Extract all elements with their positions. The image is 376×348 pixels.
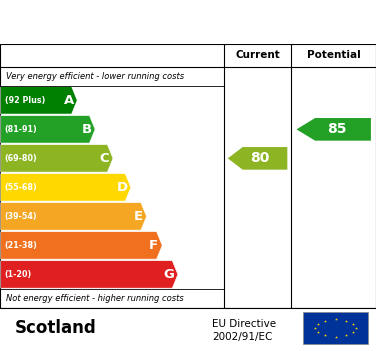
Text: D: D <box>117 181 128 194</box>
Text: Scotland: Scotland <box>15 319 97 337</box>
Text: (69-80): (69-80) <box>5 154 37 163</box>
Polygon shape <box>1 203 147 230</box>
Bar <box>303 312 368 344</box>
Text: 85: 85 <box>327 122 346 136</box>
Polygon shape <box>1 87 77 114</box>
Text: (55-68): (55-68) <box>5 183 37 192</box>
Text: (39-54): (39-54) <box>5 212 37 221</box>
Polygon shape <box>1 116 95 143</box>
Text: Energy Efficiency Rating: Energy Efficiency Rating <box>64 13 312 31</box>
Text: (92 Plus): (92 Plus) <box>5 96 45 105</box>
Text: Very energy efficient - lower running costs: Very energy efficient - lower running co… <box>6 72 184 81</box>
Text: Not energy efficient - higher running costs: Not energy efficient - higher running co… <box>6 294 183 303</box>
Text: A: A <box>64 94 74 107</box>
Text: (81-91): (81-91) <box>5 125 37 134</box>
Polygon shape <box>1 261 178 288</box>
Text: Potential: Potential <box>307 50 361 60</box>
Text: (21-38): (21-38) <box>5 241 37 250</box>
Text: G: G <box>164 268 175 281</box>
Polygon shape <box>228 147 287 170</box>
Polygon shape <box>296 118 371 141</box>
Text: E: E <box>133 210 143 223</box>
Polygon shape <box>1 174 131 201</box>
Text: C: C <box>100 152 109 165</box>
Polygon shape <box>1 232 162 259</box>
Text: 2002/91/EC: 2002/91/EC <box>212 332 273 342</box>
Text: B: B <box>82 123 91 136</box>
Text: Current: Current <box>235 50 280 60</box>
Polygon shape <box>1 145 113 172</box>
Text: 80: 80 <box>250 151 270 165</box>
Text: (1-20): (1-20) <box>5 270 32 279</box>
Text: EU Directive: EU Directive <box>212 319 277 329</box>
Text: F: F <box>149 239 158 252</box>
